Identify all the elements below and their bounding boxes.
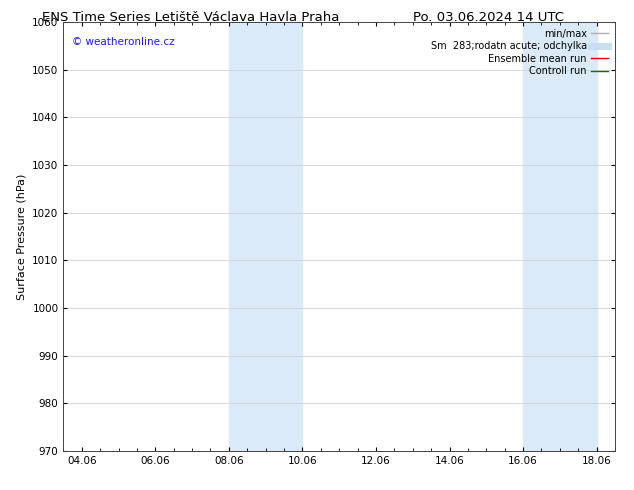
Legend: min/max, Sm  283;rodatn acute; odchylka, Ensemble mean run, Controll run: min/max, Sm 283;rodatn acute; odchylka, …	[429, 27, 610, 78]
Y-axis label: Surface Pressure (hPa): Surface Pressure (hPa)	[16, 173, 27, 299]
Bar	[523, 22, 597, 451]
Text: © weatheronline.cz: © weatheronline.cz	[72, 37, 174, 47]
Text: Po. 03.06.2024 14 UTC: Po. 03.06.2024 14 UTC	[413, 11, 564, 24]
Bar	[229, 22, 302, 451]
Text: ENS Time Series Letiště Václava Havla Praha: ENS Time Series Letiště Václava Havla Pr…	[41, 11, 339, 24]
